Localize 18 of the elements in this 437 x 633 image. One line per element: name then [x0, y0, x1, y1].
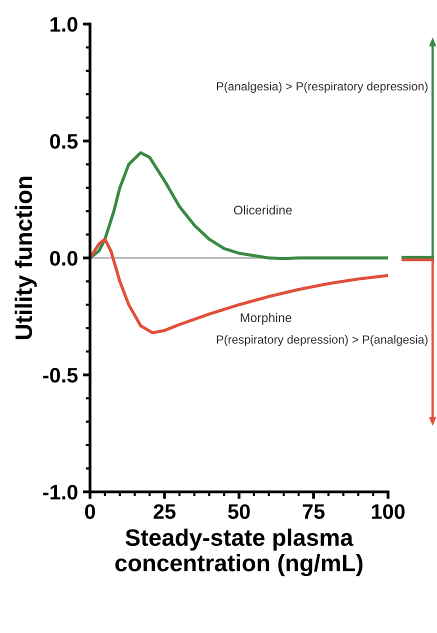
y-axis-title: Utility function [14, 176, 37, 340]
line-series [90, 238, 388, 334]
y-tick-label: 0.0 [50, 250, 78, 266]
x-tick-label: 25 [154, 504, 176, 519]
annotation: P(analgesia) > P(respiratory depression) [216, 82, 428, 93]
y-tick-label: -1.0 [43, 484, 78, 500]
y-tick-label: 0.5 [50, 134, 78, 149]
text: Oliceridine [234, 205, 292, 215]
annotation: P(respiratory depression) > P(analgesia) [216, 335, 428, 346]
line-series [90, 151, 388, 260]
x-tick-label: 100 [372, 504, 405, 519]
x-tick-label: 75 [302, 504, 325, 519]
x-axis-title: Steady-state plasma concentration (ng/mL) [115, 528, 362, 576]
y-tick-label: 1.0 [50, 17, 78, 32]
x-tick-label: 50 [228, 504, 250, 519]
y-tick-label: -0.5 [43, 368, 78, 383]
x-tick-label: 0 [85, 504, 95, 519]
series-label: Morphine [240, 312, 292, 325]
